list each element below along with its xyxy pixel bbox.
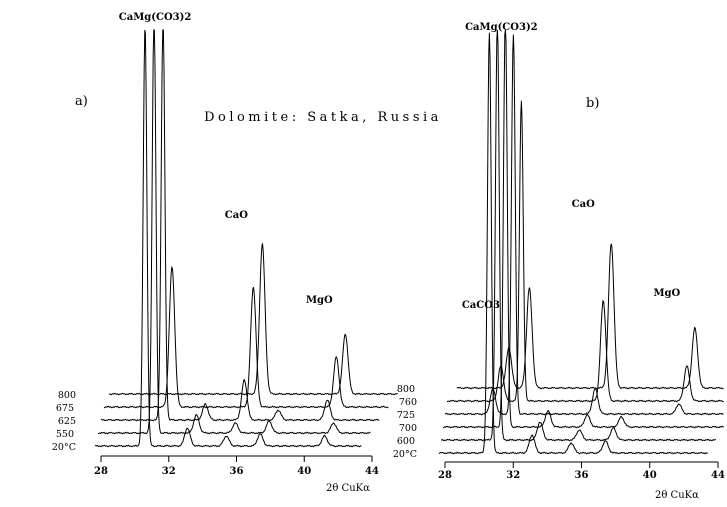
panel-b-traces	[438, 29, 725, 455]
diffraction-trace	[103, 265, 389, 409]
peak-label: CaO	[572, 199, 595, 210]
series-label: 800	[397, 384, 415, 395]
diffraction-trace	[456, 243, 724, 390]
panel-b-ticks: 28 32 36 40 44	[438, 462, 725, 481]
figure-title: Dolomite: Satka, Russia	[204, 110, 442, 125]
panel-b-x-label: 2θ CuKα	[655, 490, 699, 501]
panel-a-ticks: 28 32 36 40 44	[94, 456, 379, 477]
series-label: 675	[56, 403, 74, 414]
diffraction-trace	[97, 29, 371, 435]
panel-b-series-labels: 20°C 600 700 725 760 800	[393, 384, 417, 460]
series-label: 20°C	[393, 449, 417, 460]
peak-label: CaCO3	[462, 300, 500, 311]
panel-b-letter: b)	[586, 96, 599, 111]
x-tick-label: 44	[711, 470, 725, 481]
panel-a-series-labels: 20°C 550 625 675 800	[52, 390, 76, 453]
panel-b-peak-labels: CaMg(CO3)2 CaCO3 CaO MgO	[462, 22, 681, 311]
x-tick-label: 40	[297, 466, 311, 477]
peak-label: CaO	[225, 210, 248, 221]
x-tick-label: 28	[94, 466, 108, 477]
diffraction-trace	[446, 100, 724, 403]
diffraction-trace	[440, 29, 716, 442]
diffraction-trace	[443, 29, 725, 429]
series-label: 20°C	[52, 442, 76, 453]
panel-b: 20°C 600 700 725 760 800 CaMg(CO3)2 CaCO3 CaO Mg…	[393, 22, 725, 501]
panel-b-x-axis: 28 32 36 40 44 2θ CuKα	[438, 461, 725, 501]
peak-label: MgO	[653, 288, 680, 299]
panel-a-traces	[94, 29, 398, 448]
x-tick-label: 44	[365, 466, 379, 477]
x-tick-label: 28	[438, 470, 452, 481]
series-label: 600	[397, 436, 415, 447]
peak-label: CaMg(CO3)2	[465, 22, 538, 33]
series-label: 725	[397, 410, 415, 421]
diffraction-trace	[108, 242, 398, 396]
panel-a-x-axis: 28 32 36 40 44 2θ CuKα	[94, 455, 379, 494]
diffraction-trace	[94, 29, 362, 448]
x-tick-label: 36	[575, 470, 589, 481]
series-label: 625	[58, 416, 76, 427]
diffraction-trace	[444, 34, 724, 416]
x-tick-label: 36	[230, 466, 244, 477]
series-label: 550	[56, 429, 74, 440]
diffraction-trace	[438, 32, 708, 455]
series-label: 700	[399, 423, 417, 434]
series-label: 800	[58, 390, 76, 401]
peak-label: MgO	[306, 295, 333, 306]
panel-a-x-label: 2θ CuKα	[326, 483, 370, 494]
series-label: 760	[399, 397, 417, 408]
x-tick-label: 40	[643, 470, 657, 481]
panel-a-peak-labels: CaMg(CO3)2 CaO MgO	[119, 12, 333, 306]
x-tick-label: 32	[162, 466, 176, 477]
diffraction-trace	[100, 29, 380, 422]
panel-a-letter: a)	[75, 94, 88, 109]
x-tick-label: 32	[506, 470, 520, 481]
panel-a: 20°C 550 625 675 800 CaMg(CO3)2 CaO MgO 28 32 36…	[52, 12, 398, 494]
peak-label: CaMg(CO3)2	[119, 12, 192, 23]
